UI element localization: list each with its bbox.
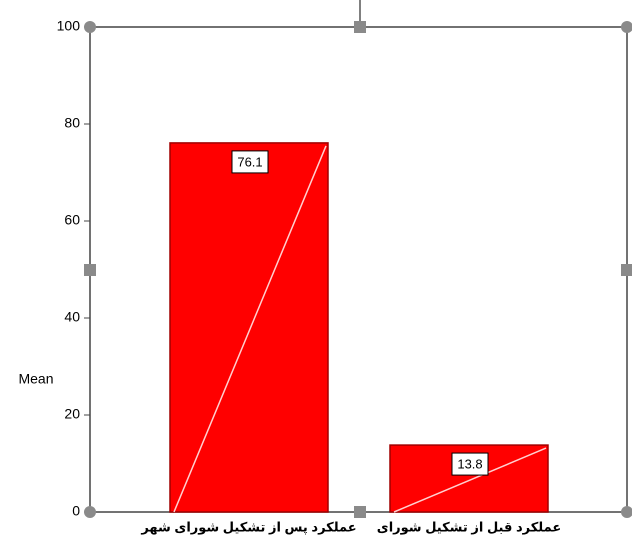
value-label: 13.8: [457, 457, 482, 472]
x-tick-label: عملکرد قبل از تشکیل شورای: [377, 519, 561, 534]
y-tick-label: 80: [64, 115, 80, 131]
handle: [84, 21, 96, 33]
y-tick-label: 20: [64, 406, 80, 422]
handles: [84, 21, 632, 518]
bar-diagonal: [173, 145, 327, 513]
handle: [354, 506, 366, 518]
bar-diagonal: [393, 447, 547, 513]
y-tick-label: 100: [57, 18, 81, 34]
y-tick-label: 40: [64, 309, 80, 325]
bar: [169, 142, 329, 513]
handle: [354, 21, 366, 33]
handle: [84, 264, 96, 276]
x-tick-label: عملکرد پس از تشکیل شورای شهر: [140, 519, 356, 534]
handle: [621, 21, 632, 33]
value-label-box: [231, 150, 269, 174]
handle: [621, 506, 632, 518]
handle: [84, 506, 96, 518]
handle: [621, 264, 632, 276]
value-label: 76.1: [237, 154, 262, 169]
value-label-box: [451, 452, 489, 476]
y-axis-label: Mean: [18, 371, 53, 387]
y-tick-label: 60: [64, 212, 80, 228]
y-tick-label: 0: [72, 503, 80, 519]
